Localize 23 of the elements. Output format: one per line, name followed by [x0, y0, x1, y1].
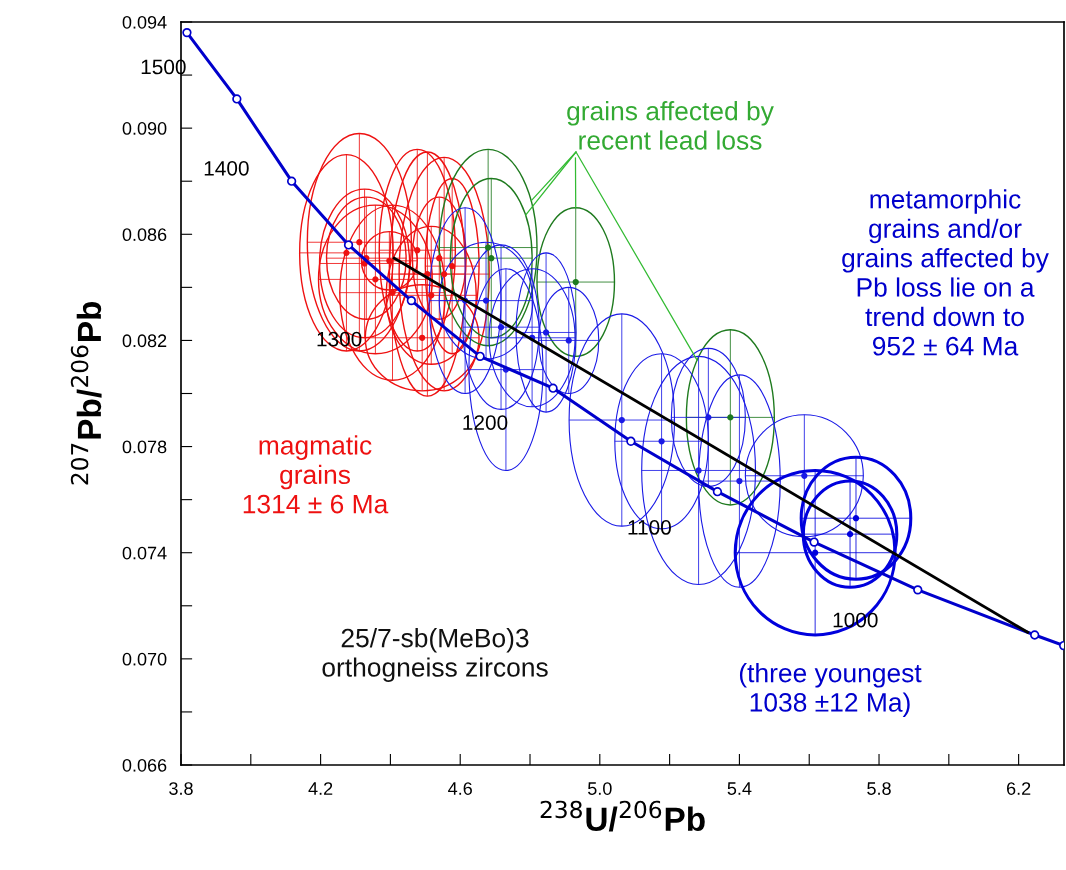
x-axis-title: $^{238}$U/$^{206}$Pb	[540, 800, 705, 832]
y-tick-label: 0.066	[122, 758, 167, 772]
x-tick-label: 4.6	[448, 782, 472, 795]
x-tick-label: 3.8	[169, 782, 193, 795]
y-tick-label: 0.070	[122, 652, 167, 666]
x-tick-label: 5.8	[867, 782, 891, 795]
x-tick-label: 5.4	[727, 782, 752, 795]
y-axis-title: $^{207}$Pb/$^{206}$Pb	[70, 301, 102, 485]
y-tick-label: 0.094	[122, 15, 167, 29]
annotation: (three youngest 1038 ±12 Ma)	[739, 663, 922, 717]
annotation: grains affected by recent lead loss	[567, 101, 774, 150]
x-tick-label: 5.0	[587, 782, 612, 795]
y-tick-label: 0.074	[122, 546, 167, 560]
x-tick-label: 6.2	[1007, 782, 1031, 795]
y-tick-label: 0.078	[122, 440, 167, 454]
annotation: magmatic grains 1314 ± 6 Ma	[243, 435, 389, 514]
y-tick-label: 0.090	[122, 122, 167, 135]
annotation: metamorphic grains and/or grains affected by Pb loss lie on a trend down to 952 ± 64 Ma	[842, 189, 1049, 356]
y-tick-label: 0.086	[122, 228, 167, 242]
annotation: 25/7-sb(MeBo)3 orthogneiss zircons	[322, 628, 548, 682]
y-tick-label: 0.082	[122, 334, 167, 348]
x-tick-label: 4.2	[308, 782, 333, 795]
annotation: 1400	[204, 160, 249, 176]
